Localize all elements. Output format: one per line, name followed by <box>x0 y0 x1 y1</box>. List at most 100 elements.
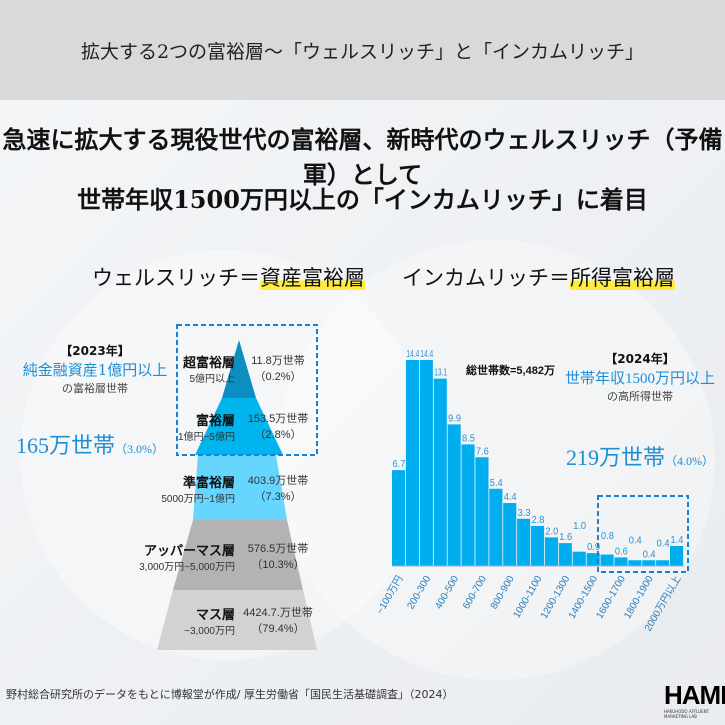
pyramid-layer-semi <box>193 455 287 520</box>
bar <box>475 457 489 566</box>
bar <box>558 543 572 566</box>
header-title: 拡大する2つの富裕層〜「ウェルスリッチ」と「インカムリッチ」 <box>0 0 725 100</box>
bar-value-label: 2.8 <box>532 515 545 526</box>
bar-value-label: 0.4 <box>643 549 656 560</box>
wealthy-highlight-box <box>176 324 318 456</box>
bar-value-label: 13.1 <box>434 368 447 379</box>
bar-value-label: 2.0 <box>545 526 558 537</box>
bar-value-label: 0.4 <box>657 538 670 549</box>
layer-range: ~3,000万円 <box>184 626 235 637</box>
layer-households: 4424.7.万世帯 <box>243 607 313 619</box>
bar-value-label: 6.7 <box>393 459 406 470</box>
layer-name: 超富裕層 <box>182 355 235 370</box>
pyramid-layer-mass <box>157 590 317 650</box>
chart-annotation: 総世帯数=5,482万 <box>466 365 555 377</box>
layer-pct: （7.3%） <box>254 491 302 503</box>
pyramid-layer-ultra <box>222 340 256 398</box>
income-criteria-sub: の高所得世帯 <box>607 390 673 403</box>
bar-value-label: 1.0 <box>573 521 586 532</box>
income-highlight-box <box>597 495 689 573</box>
wealth-total: 165万世帯 <box>16 433 116 458</box>
headline-line1: 急速に拡大する現役世代の富裕層、新時代のウェルスリッチ（予備軍）として <box>2 125 723 189</box>
x-tick-label: 200-300 <box>405 574 433 612</box>
bar-value-label: 14.4 <box>420 349 433 360</box>
wealth-heading-mark: 資産富裕層 <box>260 266 365 290</box>
bar-value-label: 0.6 <box>615 546 628 557</box>
bar <box>419 360 433 566</box>
bar <box>572 551 586 566</box>
wealth-total-pct: （3.0%） <box>115 442 165 456</box>
bar <box>392 470 406 566</box>
haml-logo-sub: HAKUHODO AFFLUENT MARKETING LAB <box>664 709 710 719</box>
headline-line2: 世帯年収1500万円以上の「インカムリッチ」に着目 <box>77 185 648 214</box>
wealth-heading: ウェルスリッチ＝資産富裕層 <box>92 262 365 292</box>
layer-range: 3,000万円~5,000万円 <box>139 562 235 573</box>
pyramid-layer-uppermass <box>173 520 303 590</box>
haml-logo: HAML <box>664 680 725 710</box>
bar <box>531 525 545 566</box>
bar-value-label: 5.4 <box>490 478 503 489</box>
income-total: 219万世帯 <box>566 445 666 470</box>
bar-value-label: 1.6 <box>559 532 572 543</box>
layer-pct: （2.8%） <box>254 429 302 441</box>
income-heading: インカムリッチ＝所得富裕層 <box>402 262 675 292</box>
income-heading-mark: 所得富裕層 <box>570 266 675 290</box>
income-heading-pre: インカムリッチ＝ <box>402 266 570 290</box>
bar <box>600 554 614 566</box>
bar <box>614 557 628 566</box>
layer-name: マス層 <box>195 607 235 622</box>
layer-pct: （0.2%） <box>254 371 302 383</box>
layer-households: 11.8万世帯 <box>251 355 305 367</box>
layer-name: アッパーマス層 <box>143 543 235 558</box>
x-tick-label: 400-500 <box>433 574 461 612</box>
bar <box>489 488 503 566</box>
bar <box>405 360 419 566</box>
income-criteria: 世帯年収1500万円以上 <box>564 371 715 387</box>
bar-value-label: 0.9 <box>587 542 600 553</box>
bar-value-label: 7.6 <box>476 446 489 457</box>
bar <box>517 518 531 566</box>
bar <box>503 503 517 566</box>
bar <box>628 560 642 566</box>
layer-pct: （79.4%） <box>251 623 305 635</box>
bg-circle-right <box>275 240 715 680</box>
layer-name: 富裕層 <box>195 413 235 428</box>
wealth-criteria: 純金融資産1億円以上 <box>22 361 168 379</box>
layer-households: 153.5万世帯 <box>247 413 309 425</box>
bar-value-label: 9.9 <box>448 413 461 424</box>
bar-value-label: 0.4 <box>629 535 642 546</box>
income-year: 【2024年】 <box>605 352 675 366</box>
bar-value-label: 4.4 <box>504 492 517 503</box>
bar <box>544 537 558 566</box>
bar <box>447 424 461 566</box>
source-note: 野村総合研究所のデータをもとに博報堂が作成/ 厚生労働省「国民生活基礎調査」（2… <box>6 688 454 701</box>
layer-range: 5億円以上 <box>189 374 235 385</box>
x-tick-label: 800-900 <box>489 574 517 612</box>
bar-value-label: 0.8 <box>601 531 614 542</box>
income-total-pct: （4.0%） <box>665 454 715 468</box>
bar-value-label: 8.5 <box>462 433 475 444</box>
layer-range: 5000万円~1億円 <box>161 494 235 505</box>
bar <box>461 444 475 566</box>
pyramid-layer-wealthy <box>195 398 283 455</box>
layer-range: 1億円~5億円 <box>178 432 235 443</box>
layer-pct: （10.3%） <box>251 559 305 571</box>
bar-value-label: 1.4 <box>671 535 684 546</box>
bar-value-label: 3.3 <box>518 508 531 519</box>
bar <box>656 560 670 566</box>
x-tick-label: 600-700 <box>461 574 489 612</box>
bar <box>670 545 684 566</box>
x-tick-label: ~100万円 <box>375 574 406 616</box>
layer-households: 576.5万世帯 <box>247 543 309 555</box>
wealth-heading-pre: ウェルスリッチ＝ <box>92 266 260 290</box>
bar <box>433 378 447 566</box>
bar-value-label: 14.4 <box>406 349 419 360</box>
layer-name: 準富裕層 <box>182 475 235 490</box>
wealth-criteria-sub: の富裕層世帯 <box>62 382 128 395</box>
wealth-year: 【2023年】 <box>60 344 130 358</box>
bar <box>586 553 600 566</box>
layer-households: 403.9万世帯 <box>247 475 309 487</box>
bar <box>642 560 656 566</box>
